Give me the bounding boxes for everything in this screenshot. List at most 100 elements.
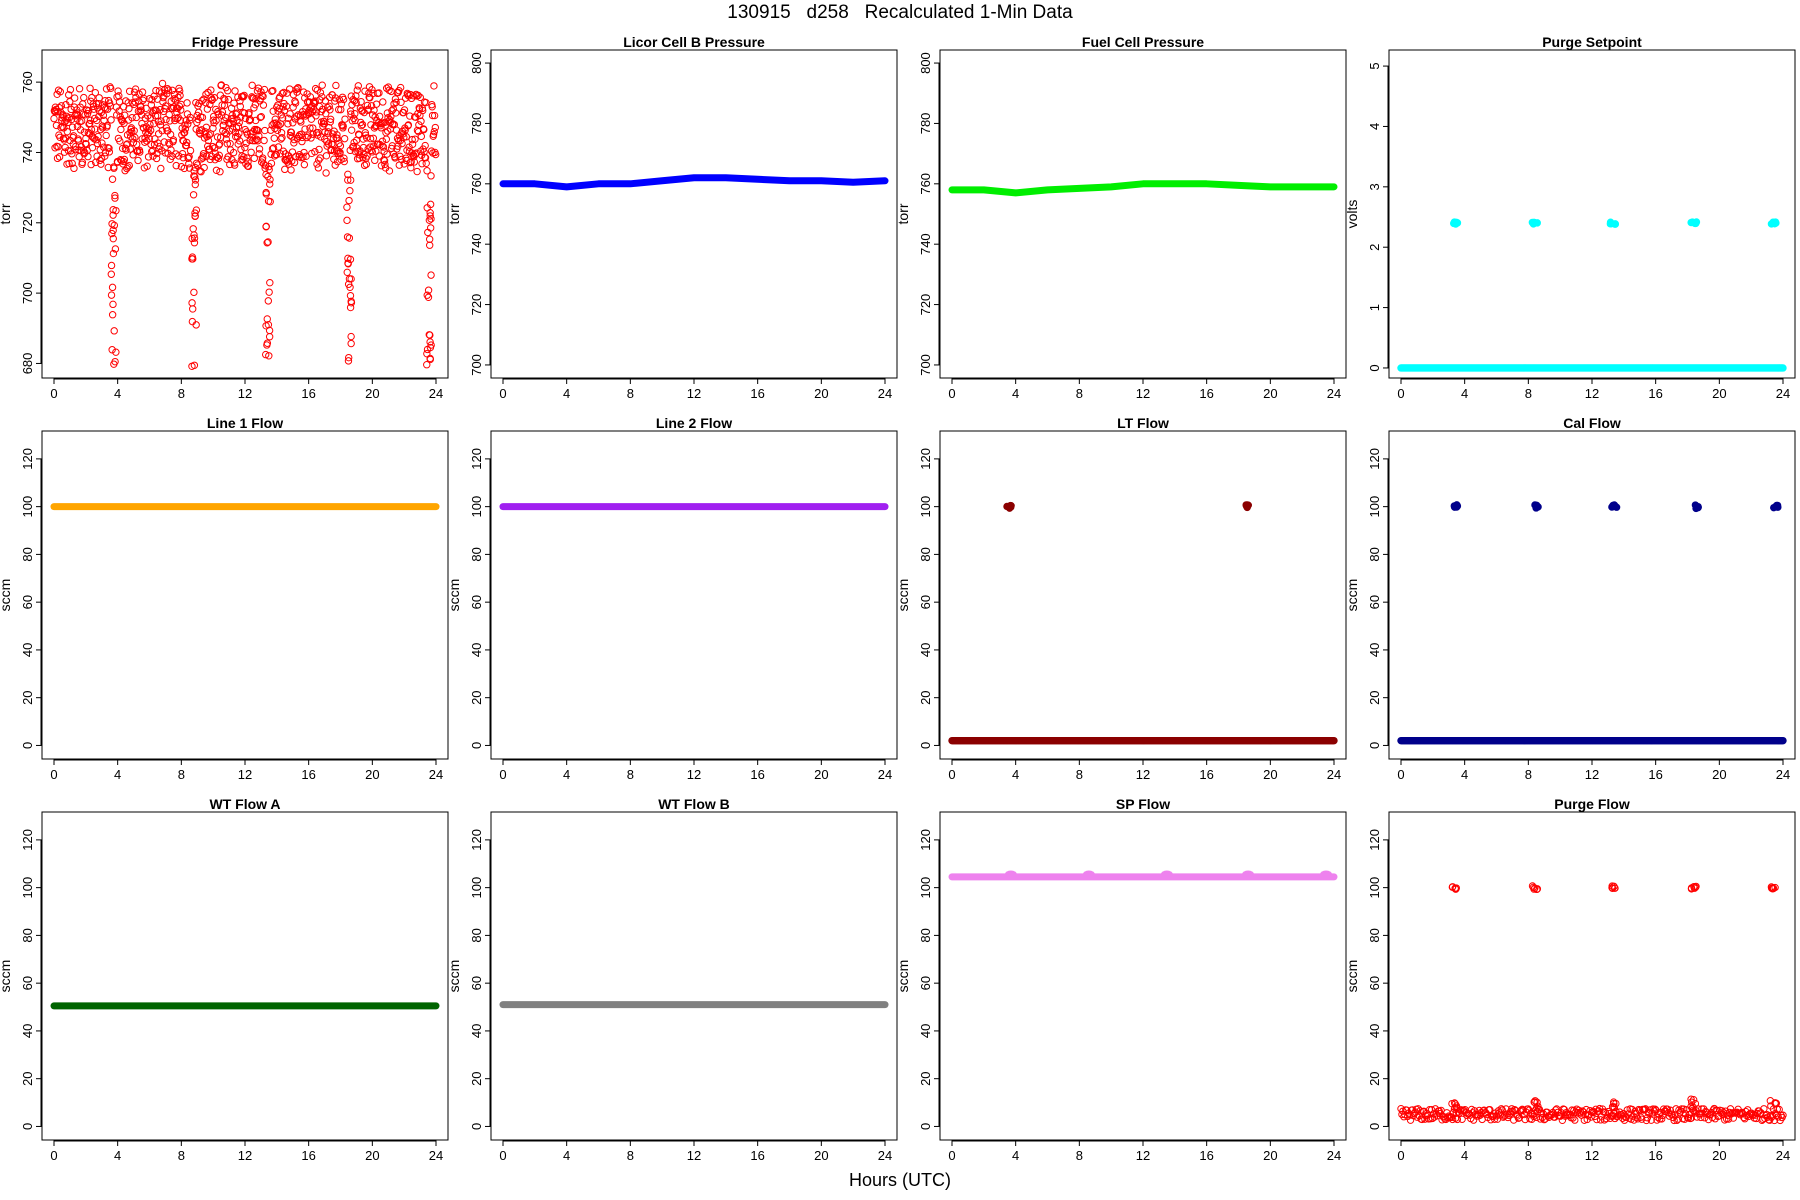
data-point: [100, 116, 108, 125]
data-point: [422, 159, 430, 168]
data-point: [130, 88, 139, 96]
data-point: [214, 110, 222, 118]
panel-title: WT Flow B: [658, 796, 730, 812]
data-point: [306, 124, 314, 132]
panel-title: Purge Flow: [1554, 796, 1630, 812]
data-point: [111, 194, 119, 202]
data-point: [91, 125, 99, 133]
data-point: [407, 163, 415, 172]
data-point: [107, 84, 115, 93]
data-point: [430, 82, 438, 90]
data-point: [252, 95, 260, 103]
data-point: [406, 158, 414, 167]
data-point: [68, 123, 77, 131]
panel-title: Cal Flow: [1563, 415, 1621, 431]
data-point: [278, 134, 286, 142]
data-point: [141, 114, 150, 122]
data-point: [339, 95, 348, 104]
data-point: [266, 180, 274, 188]
x-tick-label: 16: [750, 386, 764, 401]
data-point: [262, 188, 270, 197]
y-tick-label: 120: [469, 448, 484, 470]
data-point: [294, 83, 302, 92]
x-tick-label: 24: [878, 386, 892, 401]
data-point: [143, 162, 151, 170]
data-point: [147, 147, 156, 156]
data-point: [1779, 1111, 1787, 1119]
x-tick-label: 12: [238, 1148, 252, 1163]
data-point: [340, 154, 348, 162]
data-point: [297, 130, 306, 138]
data-point: [404, 121, 413, 129]
data-point: [65, 159, 73, 168]
data-point: [1160, 870, 1173, 879]
data-point: [221, 96, 229, 104]
data-point: [423, 361, 431, 369]
y-axis-label: sccm: [1344, 960, 1360, 993]
y-tick-label: 40: [1367, 643, 1382, 657]
data-point: [286, 131, 295, 140]
y-tick-label: 100: [918, 496, 933, 518]
panel-title: Fridge Pressure: [192, 34, 299, 50]
data-point: [110, 221, 119, 230]
y-tick-label: 40: [469, 643, 484, 657]
data-point: [110, 163, 118, 171]
data-point: [275, 121, 283, 130]
data-point: [344, 254, 352, 263]
data-point: [292, 152, 300, 161]
panel-title: Line 2 Flow: [656, 415, 732, 431]
x-axis-caption: Hours (UTC): [849, 1170, 951, 1190]
data-point: [291, 99, 300, 107]
data-point: [1330, 736, 1338, 745]
data-point: [266, 197, 274, 206]
data-point: [320, 135, 329, 143]
data-point: [1658, 1115, 1666, 1123]
data-point: [1533, 885, 1542, 893]
data-point: [269, 86, 277, 95]
data-point: [109, 205, 117, 214]
x-tick-label: 4: [563, 1148, 570, 1163]
data-point: [300, 148, 308, 157]
y-tick-label: 40: [20, 643, 35, 657]
data-point: [1242, 501, 1250, 509]
data-point: [136, 148, 144, 156]
data-point: [93, 116, 101, 125]
data-point: [421, 154, 430, 162]
y-tick-label: 2: [1367, 244, 1382, 251]
data-point: [243, 154, 251, 162]
x-tick-label: 12: [1136, 386, 1150, 401]
data-point: [169, 136, 178, 144]
x-tick-label: 0: [50, 386, 57, 401]
data-point: [392, 109, 400, 117]
data-point: [1569, 1114, 1577, 1122]
x-tick-label: 0: [499, 1148, 506, 1163]
y-tick-label: 120: [469, 829, 484, 851]
y-tick-label: 60: [20, 976, 35, 990]
data-point: [344, 357, 353, 365]
data-point: [93, 139, 102, 148]
data-point: [247, 129, 255, 138]
data-point: [223, 140, 232, 148]
data-point: [226, 160, 234, 169]
x-tick-label: 4: [1461, 767, 1468, 782]
data-point: [178, 149, 187, 158]
y-tick-label: 120: [1367, 829, 1382, 851]
data-point: [397, 98, 405, 106]
data-point: [334, 105, 343, 114]
data-point: [189, 191, 198, 199]
data-point: [1450, 502, 1459, 510]
data-point: [84, 107, 93, 115]
data-point: [307, 134, 315, 142]
panel-wta: WT Flow A sccm 0 4 8 12 16 20 24 0 20 40 60 80 100 120: [0, 796, 449, 1163]
y-tick-label: 80: [1367, 547, 1382, 561]
data-point: [416, 93, 424, 102]
data-point: [157, 164, 165, 173]
data-point: [375, 112, 384, 121]
data-point: [1530, 1112, 1538, 1121]
data-point: [326, 118, 334, 126]
data-point: [144, 153, 153, 161]
x-tick-label: 8: [627, 1148, 634, 1163]
data-point: [344, 170, 352, 179]
data-point: [61, 134, 70, 142]
y-tick-label: 80: [918, 928, 933, 942]
